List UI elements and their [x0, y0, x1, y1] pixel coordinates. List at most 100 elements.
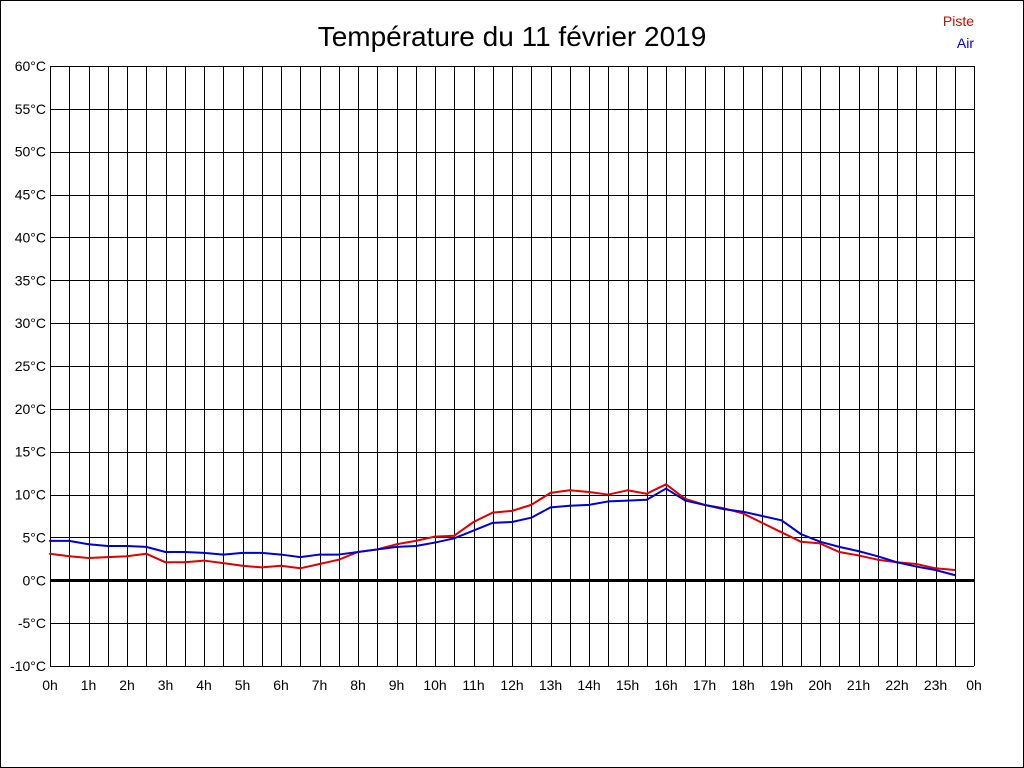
data-point-piste	[260, 566, 263, 569]
data-point-air	[838, 545, 841, 548]
data-point-air	[280, 553, 282, 556]
x-tick-label: 2h	[119, 677, 135, 693]
data-point-air	[318, 553, 321, 556]
data-point-piste	[742, 512, 744, 515]
data-point-piste	[607, 493, 610, 496]
data-point-piste	[68, 555, 71, 558]
data-point-piste	[819, 542, 821, 545]
data-point-air	[357, 551, 359, 553]
chart-series	[49, 483, 956, 577]
y-tick-label: 5°C	[23, 529, 47, 545]
data-point-air	[742, 510, 744, 513]
data-point-air	[434, 541, 436, 544]
data-point-piste	[203, 559, 205, 562]
data-point-piste	[145, 552, 148, 555]
data-point-piste	[280, 564, 282, 567]
data-point-piste	[915, 563, 918, 565]
x-tick-label: 7h	[312, 677, 328, 693]
y-tick-label: 10°C	[15, 487, 46, 503]
y-tick-label: 15°C	[15, 444, 46, 460]
data-point-piste	[876, 558, 879, 561]
data-point-piste	[222, 562, 225, 565]
data-point-piste	[780, 531, 783, 534]
data-point-air	[934, 569, 937, 571]
data-point-air	[665, 487, 667, 490]
data-point-air	[645, 498, 648, 501]
data-point-air	[799, 533, 802, 535]
data-point-piste	[49, 552, 51, 555]
data-point-air	[511, 521, 513, 523]
y-tick-label: 25°C	[15, 358, 46, 374]
data-point-air	[376, 548, 379, 551]
x-tick-label: 17h	[693, 677, 716, 693]
data-point-air	[819, 540, 821, 543]
data-point-air	[761, 515, 764, 517]
x-tick-label: 19h	[770, 677, 793, 693]
data-point-piste	[665, 483, 667, 486]
series-line-air	[50, 487, 956, 577]
data-point-piste	[126, 555, 128, 558]
data-point-piste	[588, 491, 590, 493]
data-point-air	[857, 550, 860, 553]
data-point-air	[549, 506, 552, 509]
data-point-piste	[953, 569, 956, 571]
y-tick-label: 50°C	[15, 144, 46, 160]
data-point-piste	[761, 521, 764, 524]
data-point-piste	[453, 534, 456, 537]
chart-grid	[50, 66, 975, 667]
y-tick-label: 55°C	[15, 101, 46, 117]
data-point-air	[876, 555, 879, 558]
data-point-piste	[337, 558, 340, 561]
data-point-piste	[241, 564, 244, 567]
x-tick-label: 22h	[885, 677, 908, 693]
x-tick-label: 8h	[350, 677, 366, 693]
data-point-air	[337, 553, 340, 556]
data-point-piste	[934, 567, 937, 570]
data-point-piste	[799, 540, 802, 543]
y-tick-label: 0°C	[23, 572, 47, 588]
data-point-air	[126, 545, 128, 547]
data-point-air	[164, 551, 167, 553]
data-point-piste	[106, 556, 109, 559]
data-point-air	[87, 543, 90, 546]
chart-title: Température du 11 février 2019	[318, 21, 707, 52]
data-point-air	[183, 551, 186, 553]
x-tick-label: 1h	[81, 677, 97, 693]
y-tick-label: 60°C	[15, 58, 46, 74]
data-point-air	[780, 519, 783, 522]
chart-legend: Piste Air	[943, 13, 974, 51]
data-point-piste	[838, 551, 841, 553]
x-tick-label: 13h	[539, 677, 562, 693]
x-tick-label: 6h	[273, 677, 289, 693]
data-point-air	[588, 503, 590, 506]
chart-axes: -10°C -5°C 0°C 5°C 10°C 15°C 20°C 25°C 30°C 35°C 4…	[10, 58, 982, 693]
data-point-air	[203, 551, 205, 554]
y-tick-label: 35°C	[15, 272, 46, 288]
data-point-air	[953, 574, 956, 577]
data-point-piste	[626, 489, 629, 492]
y-tick-label: -5°C	[18, 615, 46, 631]
y-tick-label: 40°C	[15, 229, 46, 245]
data-point-air	[684, 499, 687, 502]
y-tick-label: 20°C	[15, 401, 46, 417]
data-point-air	[395, 545, 398, 548]
x-tick-label: 0h	[42, 677, 58, 693]
x-tick-label: 4h	[196, 677, 212, 693]
data-point-piste	[530, 503, 533, 506]
y-tick-label: -10°C	[10, 658, 46, 674]
data-point-air	[530, 516, 533, 519]
data-point-piste	[568, 489, 571, 492]
data-point-piste	[299, 567, 302, 570]
data-point-piste	[857, 554, 860, 557]
x-tick-label: 15h	[616, 677, 639, 693]
data-point-air	[241, 551, 244, 554]
data-point-piste	[395, 543, 398, 546]
data-point-air	[106, 545, 109, 547]
data-point-piste	[645, 492, 648, 495]
data-point-air	[260, 551, 263, 554]
x-tick-label: 21h	[847, 677, 870, 693]
data-point-air	[299, 556, 302, 559]
data-point-air	[68, 539, 71, 542]
